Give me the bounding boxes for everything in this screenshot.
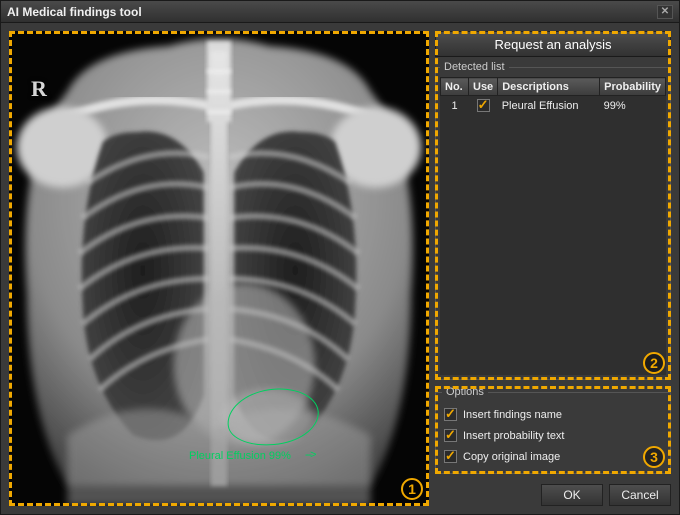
- detected-table: No. Use Descriptions Probability 1: [440, 77, 666, 116]
- col-use[interactable]: Use: [469, 78, 498, 96]
- content-area: R Pleural Effusion 99% ---> 1 Request an…: [1, 23, 679, 514]
- option-label: Insert probability text: [463, 430, 565, 442]
- option-label: Copy original image: [463, 451, 560, 463]
- table-row[interactable]: 1 Pleural Effusion 99%: [441, 96, 666, 116]
- analysis-panel-wrap: Request an analysis Detected list No. Us…: [435, 31, 671, 380]
- image-panel-wrap: R Pleural Effusion 99% ---> 1: [9, 31, 429, 506]
- highlight-number-3: 3: [643, 446, 665, 468]
- xray-image[interactable]: R Pleural Effusion 99% --->: [9, 31, 429, 506]
- checkbox-icon[interactable]: [477, 99, 490, 112]
- col-no[interactable]: No.: [441, 78, 469, 96]
- row-desc: Pleural Effusion: [498, 96, 600, 116]
- col-desc[interactable]: Descriptions: [498, 78, 600, 96]
- checkbox-icon[interactable]: [444, 408, 457, 421]
- window-title: AI Medical findings tool: [7, 5, 142, 19]
- analysis-header: Request an analysis: [435, 31, 671, 57]
- highlight-number-2: 2: [643, 352, 665, 374]
- cancel-button[interactable]: Cancel: [609, 484, 671, 506]
- detected-table-scroll[interactable]: No. Use Descriptions Probability 1: [440, 77, 666, 375]
- options-panel-wrap: Options Insert findings name Insert prob…: [435, 386, 671, 474]
- row-prob: 99%: [600, 96, 666, 116]
- option-copy-original[interactable]: Copy original image: [442, 446, 664, 467]
- ok-button[interactable]: OK: [541, 484, 603, 506]
- highlight-number-1: 1: [401, 478, 423, 500]
- checkbox-icon[interactable]: [444, 429, 457, 442]
- options-label: Options: [442, 386, 488, 398]
- row-no: 1: [441, 96, 469, 116]
- checkbox-icon[interactable]: [444, 450, 457, 463]
- options-fieldset: Options Insert findings name Insert prob…: [435, 386, 671, 474]
- option-label: Insert findings name: [463, 409, 562, 421]
- detected-list-fieldset: Detected list No. Use Descriptions Proba…: [435, 61, 671, 380]
- option-insert-name[interactable]: Insert findings name: [442, 404, 664, 425]
- col-prob[interactable]: Probability: [600, 78, 666, 96]
- detected-list-label: Detected list: [440, 61, 509, 73]
- row-use[interactable]: [469, 96, 498, 116]
- close-icon[interactable]: ✕: [657, 5, 673, 19]
- xray-svg: [9, 31, 429, 506]
- ai-findings-window: AI Medical findings tool ✕: [0, 0, 680, 515]
- option-insert-probability[interactable]: Insert probability text: [442, 425, 664, 446]
- dialog-buttons: OK Cancel: [435, 480, 671, 506]
- titlebar: AI Medical findings tool ✕: [1, 1, 679, 23]
